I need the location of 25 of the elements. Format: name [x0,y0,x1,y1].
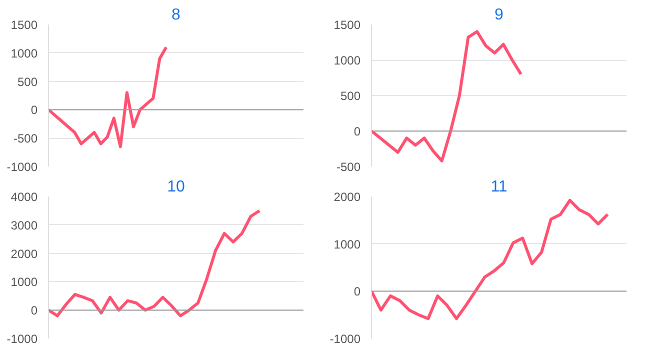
y-tick-label: -500 [13,132,38,146]
y-tick-label: 1500 [10,18,38,32]
y-tick-label: 1000 [334,237,361,252]
chart-title: 9 [494,6,504,24]
y-tick-label: 1000 [10,46,38,60]
y-tick-label: 3000 [10,218,38,232]
y-tick-label: 4000 [10,190,38,204]
y-tick-label: 2000 [10,246,38,261]
y-tick-label: 500 [17,74,38,89]
y-tick-label: 500 [340,89,361,103]
y-tick-label: 1500 [334,18,361,32]
chart-title: 10 [167,178,185,196]
y-tick-label: -500 [336,160,361,174]
chart-title: 11 [490,178,508,196]
y-tick-label: 2000 [334,190,361,204]
y-tick-label: 0 [354,124,361,138]
y-tick-label: 0 [30,103,38,118]
y-tick-label: -1000 [6,160,38,174]
y-tick-label: 0 [354,284,361,299]
y-tick-label: 1000 [10,275,38,290]
chart-title: 8 [172,6,181,24]
y-tick-label: -1000 [6,332,38,346]
y-tick-label: 1000 [334,54,361,68]
y-tick-label: -1000 [330,332,361,346]
y-tick-label: 0 [30,304,38,318]
